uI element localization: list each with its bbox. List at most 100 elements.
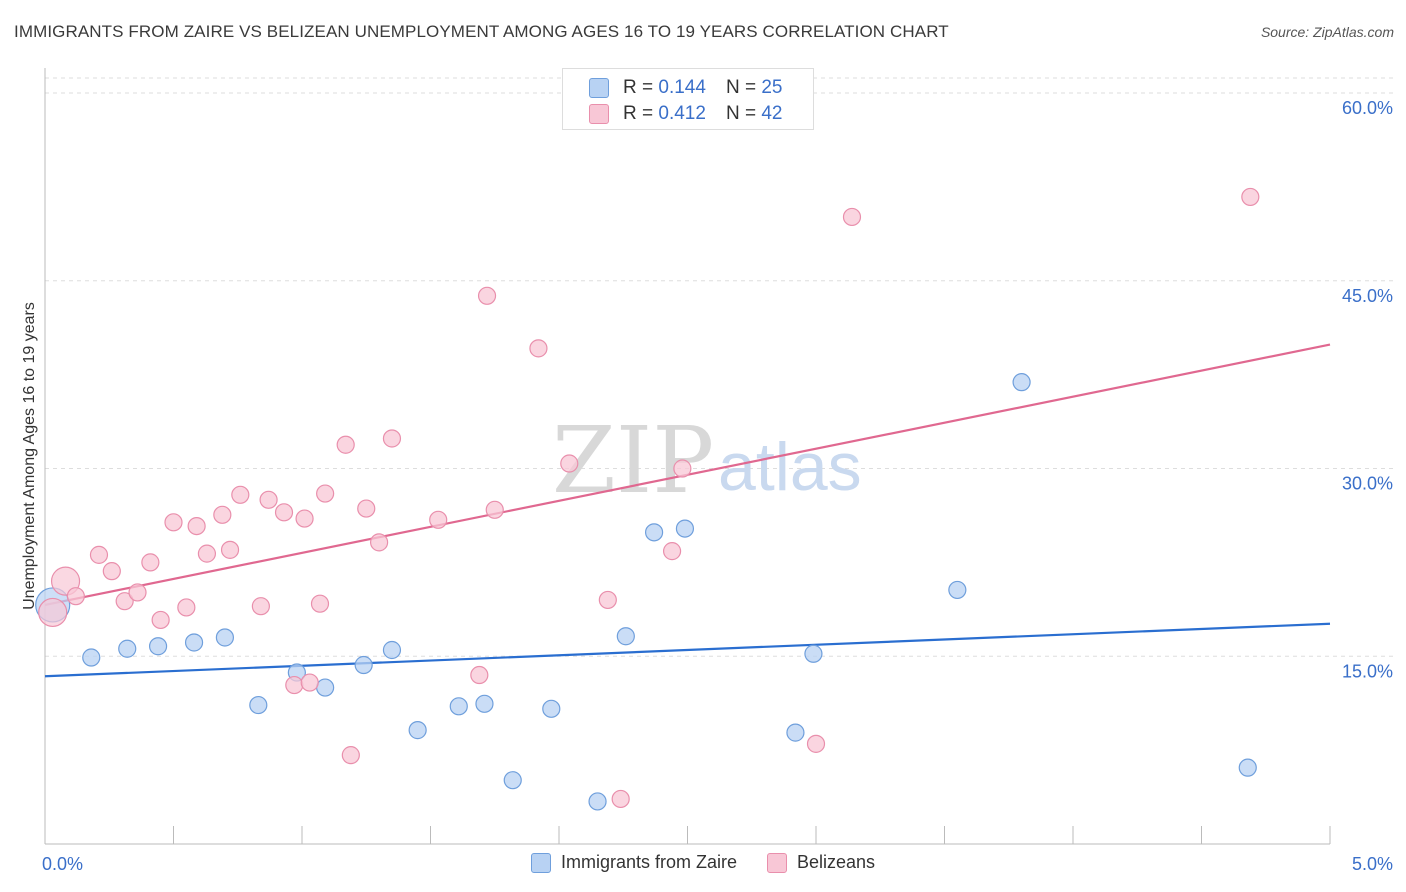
zaire-point xyxy=(644,523,664,542)
belize-point xyxy=(611,789,630,809)
belize-point xyxy=(382,429,402,448)
y-tick-label: 30.0% xyxy=(1342,474,1393,494)
legend-n-label: N = xyxy=(725,77,757,98)
legend-row-belize: R = 0.412 N = 42 xyxy=(589,103,782,125)
belize-legend-swatch xyxy=(766,852,787,873)
zaire-point xyxy=(148,637,168,656)
zaire-point xyxy=(118,639,137,658)
belize-point xyxy=(336,435,355,454)
y-axis-label: Unemployment Among Ages 16 to 19 years xyxy=(21,302,38,610)
correlation-legend: R = 0.144 N = 25 R = 0.412 N = 42 xyxy=(562,68,814,130)
y-tick-label: 15.0% xyxy=(1342,661,1393,681)
belize-point xyxy=(560,454,579,473)
belize-point xyxy=(341,746,360,765)
zaire-point xyxy=(354,655,373,675)
watermark-atlas: atlas xyxy=(718,429,862,505)
zaire-point xyxy=(408,721,427,740)
y-tick-label: 60.0% xyxy=(1342,98,1393,118)
belize-point xyxy=(310,594,330,613)
belize-point xyxy=(259,490,278,509)
legend-n-label: N = xyxy=(725,103,757,124)
belize-point xyxy=(274,503,294,522)
zaire-point xyxy=(948,580,967,600)
belize-point xyxy=(806,734,826,753)
zaire-point xyxy=(786,723,805,742)
zaire-point xyxy=(184,633,204,652)
zaire-point xyxy=(316,678,335,697)
belize-point xyxy=(66,587,85,606)
belize-legend-label: Belizeans xyxy=(796,852,876,872)
belize-point xyxy=(470,665,489,685)
belize-point xyxy=(842,207,862,227)
belize-point xyxy=(477,286,497,305)
belize-point xyxy=(89,545,109,564)
zaire-point xyxy=(82,648,101,667)
belize-point xyxy=(673,459,692,478)
legend-r-label: R = xyxy=(623,103,654,124)
belize-point xyxy=(231,485,250,504)
belize-point xyxy=(316,484,335,503)
zaire-legend-label: Immigrants from Zaire xyxy=(560,852,737,872)
legend-r-value: 0.144 xyxy=(658,77,706,98)
zaire-point xyxy=(675,519,695,538)
belize-point xyxy=(485,500,504,519)
tick-labels: 15.0% 30.0% 45.0% 60.0% 0.0% 5.0% xyxy=(42,98,1393,874)
belize-point xyxy=(429,510,448,529)
zaire-point xyxy=(1238,758,1257,777)
legend-r-label: R = xyxy=(623,77,654,98)
belize-point xyxy=(115,592,134,611)
zaire-swatch xyxy=(589,78,609,98)
x-tick-label: 0.0% xyxy=(42,854,83,874)
zaire-point xyxy=(449,697,468,716)
y-tick-label: 45.0% xyxy=(1342,286,1393,306)
belize-point xyxy=(102,562,121,581)
belize-point xyxy=(300,673,319,692)
belize-point xyxy=(141,553,160,572)
belize-point xyxy=(598,590,617,610)
zaire-point xyxy=(804,644,823,663)
x-tick-label: 5.0% xyxy=(1352,854,1393,874)
belize-point xyxy=(357,499,376,518)
axes xyxy=(44,68,1331,845)
belize-point xyxy=(295,509,314,528)
belize-point xyxy=(187,516,206,536)
legend-item-belize: Belizeans xyxy=(766,852,876,873)
belize-point xyxy=(662,542,682,561)
belize-point xyxy=(197,544,217,563)
zaire-point xyxy=(503,771,522,790)
zaire-point xyxy=(542,699,561,718)
belize-point xyxy=(285,675,304,695)
legend-n-value: 25 xyxy=(761,77,783,98)
belize-point xyxy=(164,513,183,532)
zaire-point xyxy=(588,792,607,811)
belize-point xyxy=(1241,187,1260,207)
belize-point xyxy=(38,597,68,628)
belize-point xyxy=(529,339,548,358)
gridlines xyxy=(45,77,1395,657)
zaire-point xyxy=(616,627,635,646)
data-points xyxy=(35,187,1260,811)
legend-r-value: 0.412 xyxy=(658,103,706,124)
zaire-point xyxy=(475,694,494,713)
legend-row-zaire: R = 0.144 N = 25 xyxy=(589,77,782,99)
legend-item-zaire: Immigrants from Zaire xyxy=(530,852,737,873)
belize-point xyxy=(220,540,240,559)
zaire-point xyxy=(382,640,402,660)
chart-title: IMMIGRANTS FROM ZAIRE VS BELIZEAN UNEMPL… xyxy=(14,22,949,41)
zaire-point xyxy=(249,695,268,715)
belize-point xyxy=(128,583,147,602)
belize-point xyxy=(177,598,196,617)
belize-point xyxy=(251,597,270,616)
series-legend: Immigrants from Zaire Belizeans xyxy=(0,852,1406,873)
zaire-point xyxy=(215,628,234,647)
zaire-trend-line xyxy=(44,622,1331,678)
belize-swatch xyxy=(589,104,609,124)
belize-point xyxy=(151,610,170,630)
belize-point xyxy=(213,505,232,524)
zaire-point xyxy=(1012,373,1031,392)
belize-point xyxy=(370,533,389,552)
legend-n-value: 42 xyxy=(761,103,783,124)
source-label: Source: ZipAtlas.com xyxy=(1260,24,1394,40)
zaire-legend-swatch xyxy=(530,852,551,873)
